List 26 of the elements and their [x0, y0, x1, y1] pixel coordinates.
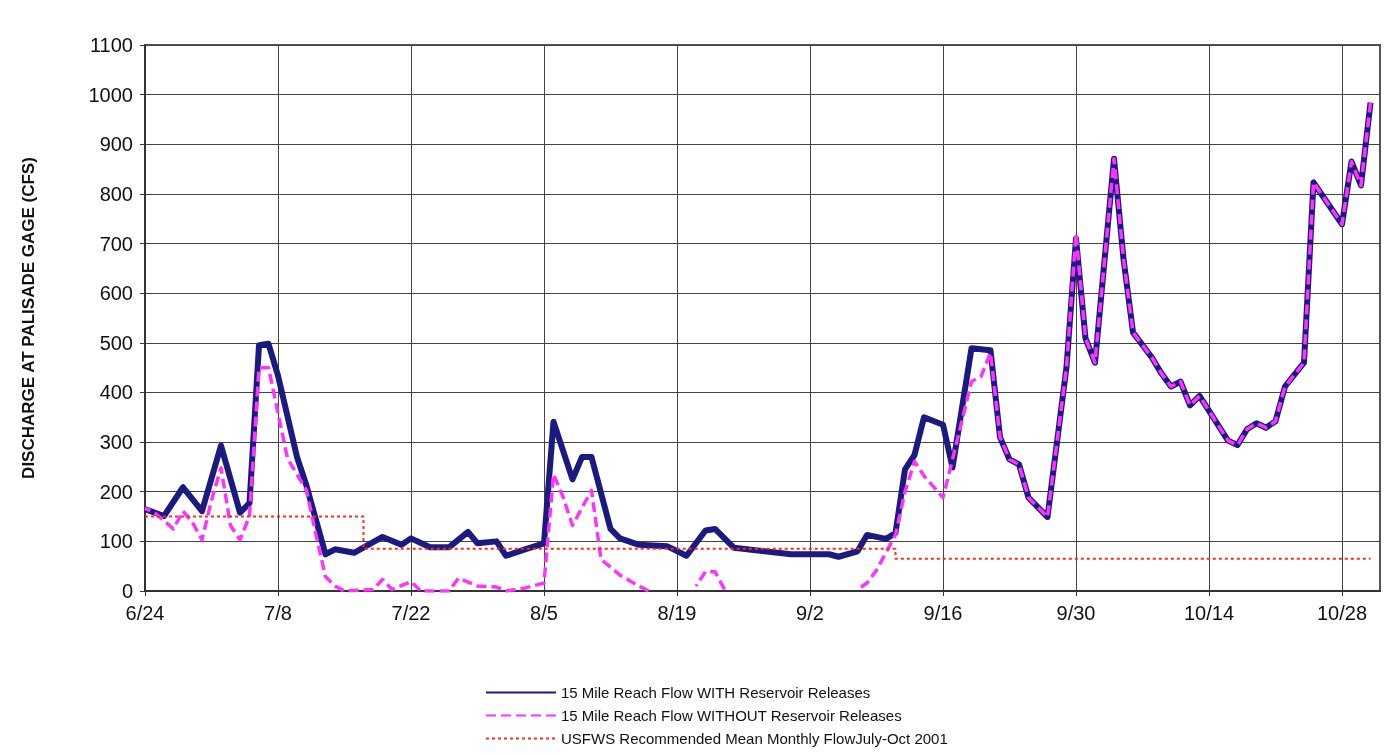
y-tick-label: 900 — [99, 133, 133, 156]
x-tick-label: 10/14 — [1183, 602, 1235, 624]
x-tick-label: 9/16 — [923, 602, 963, 624]
x-tick-label: 10/28 — [1316, 602, 1368, 624]
y-tick-label: 100 — [99, 530, 133, 553]
legend-label: USFWS Recommended Mean Monthly FlowJuly-Oct 2001 — [561, 730, 948, 747]
y-tick-label: 200 — [99, 480, 133, 503]
y-tick-label: 400 — [99, 381, 133, 404]
y-tick-label: 1100 — [89, 34, 133, 56]
x-tick-label: 9/2 — [796, 602, 824, 624]
x-tick-label: 6/24 — [125, 602, 165, 624]
x-tick-label: 9/30 — [1056, 602, 1096, 624]
y-tick-label: 600 — [99, 282, 133, 305]
legend-label: 15 Mile Reach Flow WITHOUT Reservoir Releases — [561, 707, 902, 724]
x-tick-label: 8/19 — [657, 602, 697, 624]
legend-label: 15 Mile Reach Flow WITH Reservoir Releases — [561, 684, 871, 701]
y-tick-label: 500 — [99, 331, 133, 354]
y-tick-label: 700 — [99, 232, 133, 255]
y-tick-label: 300 — [99, 431, 133, 454]
y-axis-title: DISCHARGE AT PALISADE GAGE (CFS) — [19, 157, 38, 479]
y-tick-label: 800 — [99, 182, 133, 205]
x-tick-label: 7/22 — [391, 602, 431, 624]
x-tick-label: 7/8 — [264, 602, 292, 624]
y-tick-label: 0 — [121, 580, 133, 602]
x-tick-label: 8/5 — [530, 602, 558, 624]
y-tick-label: 1000 — [88, 83, 133, 106]
